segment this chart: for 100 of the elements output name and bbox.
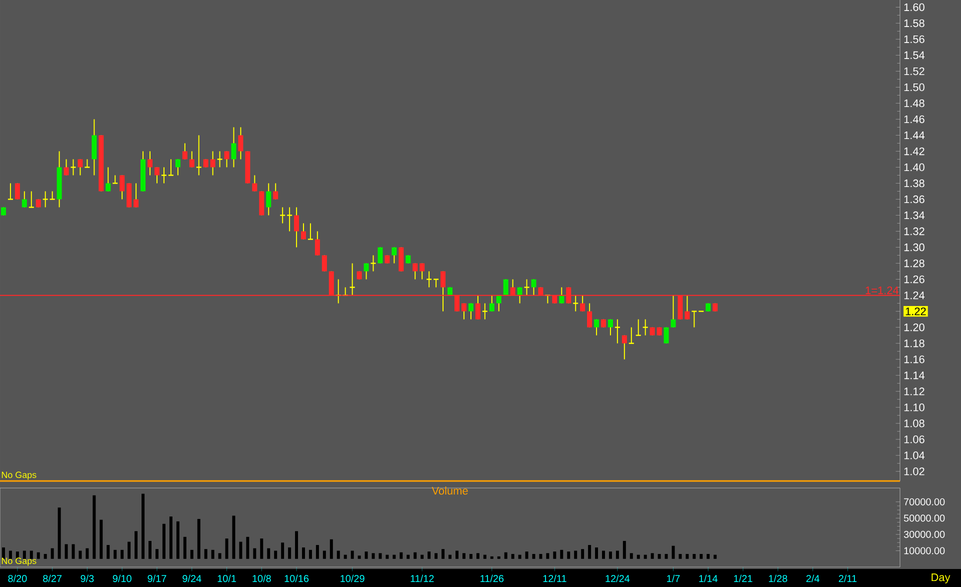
bar — [469, 554, 472, 559]
bar — [260, 538, 264, 559]
y-tick-label: 1.22 — [906, 308, 926, 316]
candlestick — [420, 262, 425, 280]
bar — [350, 550, 354, 559]
candlestick — [349, 262, 356, 296]
bar — [106, 545, 110, 559]
bar — [546, 553, 550, 559]
bar — [378, 553, 382, 559]
bar — [295, 531, 298, 559]
candlestick — [635, 318, 642, 336]
y-tick-label: 30000.00 — [904, 530, 945, 538]
bar — [344, 554, 347, 559]
candlestick — [189, 150, 194, 168]
y-tick-label: 1.32 — [904, 227, 924, 236]
bar — [442, 549, 445, 559]
bar — [100, 520, 103, 559]
x-tick-label: 12/24 — [606, 574, 630, 582]
bar — [455, 550, 458, 559]
x-tick-label: 8/27 — [43, 574, 62, 582]
y-tick-label: 1.40 — [904, 163, 924, 172]
bar — [308, 550, 312, 559]
bar — [190, 550, 194, 559]
candlestick — [426, 270, 432, 288]
candlestick — [182, 142, 188, 160]
y-tick-label: 1.56 — [904, 35, 924, 44]
y-tick-label: 1.06 — [904, 436, 924, 444]
bar — [420, 554, 424, 559]
y-tick-label: 1.46 — [904, 115, 924, 124]
candlestick — [461, 302, 466, 320]
bar — [22, 550, 26, 559]
y-tick-label: 1.38 — [904, 179, 924, 188]
bar — [706, 554, 710, 559]
bar — [686, 554, 689, 559]
y-tick-label: 1.20 — [904, 323, 924, 332]
candlestick — [160, 166, 168, 184]
candlestick — [231, 126, 236, 168]
bar — [581, 549, 584, 559]
bar — [372, 553, 375, 559]
y-tick-label: 70000.00 — [904, 498, 945, 506]
x-tick-label: 2/11 — [838, 574, 857, 582]
bar — [128, 542, 131, 559]
bar — [364, 552, 368, 559]
bar — [588, 545, 592, 559]
bar — [183, 536, 186, 559]
y-tick-label: 1.54 — [904, 51, 925, 60]
candlestick — [294, 206, 300, 248]
bar — [692, 554, 696, 559]
x-tick-label: 9/10 — [112, 574, 132, 582]
bar — [58, 508, 61, 559]
candlestick — [432, 278, 440, 288]
candlestick — [322, 254, 327, 272]
bar — [114, 550, 117, 559]
candlestick — [7, 182, 14, 200]
x-tick-label: 1/14 — [699, 574, 718, 582]
candlestick — [614, 318, 621, 344]
bar — [16, 552, 19, 559]
annotation: No Gaps — [2, 558, 36, 566]
x-tick-label: 10/1 — [218, 574, 236, 582]
bar — [414, 552, 417, 559]
bar — [2, 547, 5, 559]
bar — [532, 554, 536, 559]
bar — [211, 550, 214, 559]
candlestick — [642, 318, 648, 336]
x-axis-title: Day — [932, 574, 950, 584]
candlestick — [134, 182, 139, 208]
bar — [428, 552, 431, 559]
bar — [616, 550, 619, 559]
candlestick — [307, 222, 314, 240]
x-tick-label: 10/29 — [340, 574, 364, 582]
bar — [476, 553, 480, 559]
bar — [155, 549, 158, 559]
candlestick — [120, 174, 125, 200]
candlestick — [28, 190, 35, 208]
candlestick — [154, 166, 160, 184]
y-tick-label: 1.18 — [904, 339, 924, 348]
candlestick — [559, 286, 564, 304]
candlestick — [392, 246, 397, 264]
y-tick-label: 1.10 — [904, 404, 924, 412]
bar — [400, 552, 403, 559]
bar — [539, 554, 542, 559]
bar — [322, 550, 326, 559]
candlestick — [572, 294, 579, 312]
candlestick — [252, 174, 258, 192]
x-tick-label: 11/12 — [410, 574, 434, 582]
x-tick-label: 1/28 — [768, 574, 788, 582]
x-tick-label: 9/3 — [80, 574, 94, 582]
bar — [602, 550, 605, 559]
bar — [511, 554, 514, 559]
bar — [92, 495, 96, 559]
candlestick — [273, 182, 278, 200]
candlestick — [106, 166, 111, 192]
bar — [358, 556, 361, 559]
bar — [560, 550, 564, 559]
bar — [504, 552, 508, 559]
bar — [36, 552, 40, 559]
candlestick — [64, 158, 69, 176]
bar — [406, 554, 410, 559]
bar — [142, 494, 145, 559]
candlestick — [14, 182, 20, 200]
